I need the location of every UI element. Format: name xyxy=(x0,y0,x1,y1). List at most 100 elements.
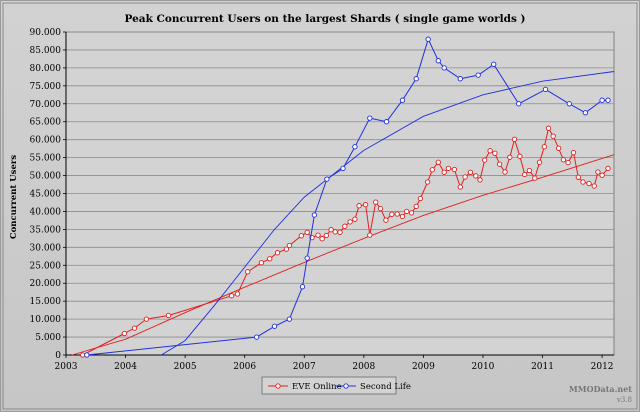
y-tick-label: 90.000 xyxy=(30,28,62,38)
data-point-eve-online xyxy=(565,159,571,166)
watermark-version: v3.8 xyxy=(616,396,632,404)
y-tick-label: 80.000 xyxy=(30,64,62,74)
data-point-second-life xyxy=(271,323,278,329)
data-point-eve-online xyxy=(121,330,128,337)
data-point-second-life xyxy=(84,352,90,358)
y-tick-label: 30.000 xyxy=(30,243,62,253)
data-point-eve-online xyxy=(445,165,452,172)
data-point-eve-online xyxy=(399,213,406,220)
legend: EVE Online Second Life xyxy=(261,376,411,395)
x-tick-label: 2010 xyxy=(472,362,495,372)
data-point-eve-online xyxy=(541,144,547,150)
data-point-eve-online xyxy=(492,150,498,156)
data-point-eve-online xyxy=(473,173,479,179)
y-tick-label: 50.000 xyxy=(30,172,62,182)
data-point-eve-online xyxy=(605,165,611,172)
data-point-second-life xyxy=(457,76,463,82)
x-tick-label: 2007 xyxy=(293,362,316,372)
data-point-eve-online xyxy=(467,169,474,175)
data-point-eve-online xyxy=(536,159,543,165)
x-tick-label: 2011 xyxy=(531,362,554,372)
y-tick-label: 10.000 xyxy=(30,315,62,325)
watermark-site: MMOData.net xyxy=(569,384,632,394)
data-point-eve-online xyxy=(319,236,325,242)
data-point-second-life xyxy=(441,65,447,71)
data-point-eve-online xyxy=(424,179,431,185)
data-point-eve-online xyxy=(352,216,358,222)
data-point-second-life xyxy=(605,97,611,103)
data-point-eve-online xyxy=(332,229,338,235)
data-point-eve-online xyxy=(507,154,513,160)
data-point-eve-online xyxy=(342,223,348,229)
data-point-second-life xyxy=(383,119,390,125)
data-point-eve-online xyxy=(441,169,447,175)
data-point-second-life xyxy=(299,284,306,290)
data-point-eve-online xyxy=(337,229,343,235)
data-point-eve-online xyxy=(482,157,488,163)
data-point-second-life xyxy=(566,101,572,107)
data-point-second-life xyxy=(352,144,358,150)
trendline-eve-online xyxy=(71,154,615,356)
legend-box xyxy=(261,376,397,395)
y-tick-label: 65.000 xyxy=(30,118,62,128)
data-point-second-life xyxy=(304,255,310,261)
y-tick-label: 35.000 xyxy=(30,225,62,235)
data-point-eve-online xyxy=(143,316,150,322)
data-point-eve-online xyxy=(274,250,281,256)
data-point-second-life xyxy=(340,165,346,172)
data-point-eve-online xyxy=(258,260,265,266)
y-tick-label: 40.000 xyxy=(30,207,62,217)
data-point-second-life xyxy=(425,36,431,42)
x-tick-label: 2008 xyxy=(352,362,375,372)
legend-marker-second-life xyxy=(343,383,349,389)
data-point-eve-online xyxy=(165,312,172,319)
data-point-eve-online xyxy=(417,195,424,202)
y-tick-label: 60.000 xyxy=(30,136,62,146)
data-point-eve-online xyxy=(304,229,310,235)
data-point-eve-online xyxy=(477,177,483,183)
data-point-eve-online xyxy=(586,180,592,187)
series-line-second-life xyxy=(86,37,608,356)
x-tick-label: 2012 xyxy=(591,362,614,372)
y-tick-label: 15.000 xyxy=(30,297,62,307)
y-axis-label: Concurrent Users xyxy=(9,155,19,239)
y-tick-label: 70.000 xyxy=(30,100,62,110)
data-point-eve-online xyxy=(487,148,493,154)
data-point-eve-online xyxy=(286,242,293,249)
data-point-eve-online xyxy=(245,269,251,275)
data-point-second-life xyxy=(599,97,605,103)
data-point-eve-online xyxy=(362,201,369,208)
data-point-eve-online xyxy=(526,167,533,174)
y-tick-label: 45.000 xyxy=(30,190,62,200)
y-tick-label: 75.000 xyxy=(30,82,62,92)
y-tick-label: 0 xyxy=(55,351,61,361)
data-point-eve-online xyxy=(131,325,138,331)
data-point-eve-online xyxy=(522,171,528,178)
data-point-eve-online xyxy=(517,153,523,159)
x-tick-label: 2006 xyxy=(233,362,256,372)
data-point-eve-online xyxy=(599,172,605,178)
data-point-eve-online xyxy=(570,149,577,156)
y-tick-label: 5.000 xyxy=(35,333,61,343)
data-point-eve-online xyxy=(267,256,273,262)
trendline-second-life xyxy=(161,71,615,356)
data-point-eve-online xyxy=(532,175,538,181)
data-point-eve-online xyxy=(328,227,334,233)
data-point-eve-online xyxy=(315,232,321,238)
x-tick-label: 2005 xyxy=(174,362,197,372)
y-tick-label: 20.000 xyxy=(30,279,62,289)
data-point-second-life xyxy=(542,86,549,93)
data-point-eve-online xyxy=(394,211,400,217)
data-point-second-life xyxy=(435,58,441,64)
data-point-second-life xyxy=(582,110,589,116)
x-tick-label: 2003 xyxy=(55,362,78,372)
data-point-eve-online xyxy=(580,179,586,185)
data-point-second-life xyxy=(413,76,419,82)
legend-label-second-life: Second Life xyxy=(360,382,411,392)
data-point-eve-online xyxy=(496,161,503,167)
data-point-eve-online xyxy=(234,291,241,297)
data-point-second-life xyxy=(399,97,406,103)
data-point-eve-online xyxy=(383,217,389,223)
data-point-eve-online xyxy=(373,199,379,205)
y-tick-label: 25.000 xyxy=(30,261,62,271)
